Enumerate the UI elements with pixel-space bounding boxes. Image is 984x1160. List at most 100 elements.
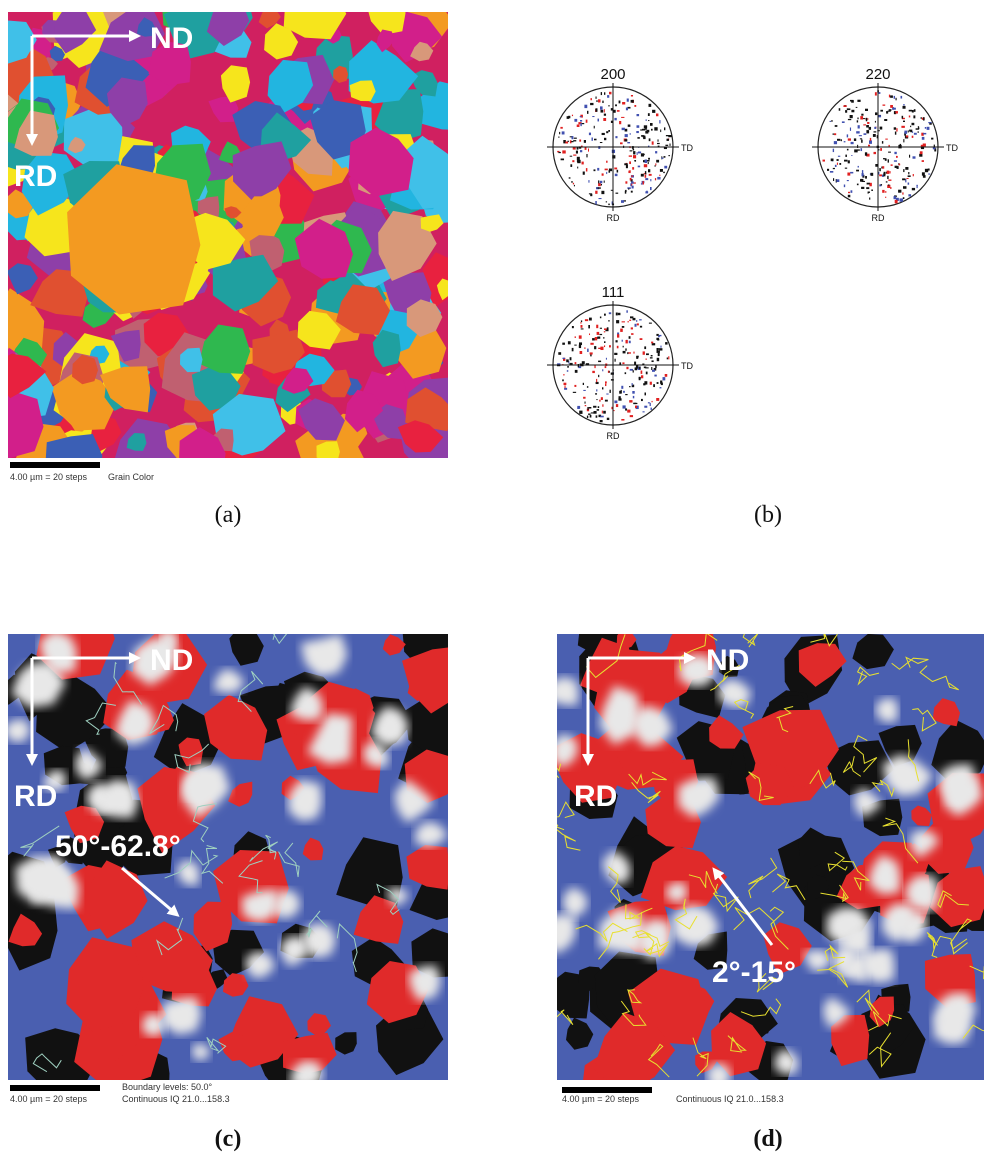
pole-point	[908, 183, 910, 185]
pole-point	[851, 190, 853, 193]
annotation: 2°-15°	[712, 956, 796, 989]
pole-point	[616, 313, 618, 316]
pole-point	[906, 135, 908, 137]
pole-point	[628, 188, 629, 189]
pole-point	[561, 159, 564, 161]
pole-point	[584, 347, 585, 349]
pole-point	[894, 152, 896, 154]
pole-point	[599, 198, 602, 199]
pole-point	[645, 393, 646, 396]
pole-point	[595, 201, 597, 204]
pole-point	[606, 394, 608, 395]
pole-point	[615, 136, 617, 138]
pole-point	[896, 98, 897, 101]
pole-point	[655, 178, 656, 180]
pole-point	[574, 385, 576, 387]
pole-label: TD	[681, 143, 693, 153]
pole-point	[616, 340, 618, 342]
pole-point	[598, 348, 601, 349]
pole-point	[598, 361, 601, 362]
pole-point	[600, 181, 603, 184]
pole-point	[574, 119, 577, 122]
pole-point	[625, 190, 626, 192]
pole-point	[845, 168, 847, 169]
pole-point	[889, 109, 892, 111]
pole-point	[921, 117, 922, 118]
pole-point	[626, 310, 627, 312]
pole-point	[900, 198, 903, 201]
pole-point	[857, 118, 858, 120]
pole-point	[585, 319, 588, 321]
pole-point	[636, 356, 638, 359]
pole-point	[658, 336, 660, 338]
pole-point	[643, 154, 645, 156]
pole-point	[601, 191, 604, 194]
pole-point	[656, 334, 658, 336]
pole-point	[880, 148, 882, 151]
pole-point	[621, 419, 624, 421]
pole-point	[925, 127, 926, 129]
pole-point	[874, 131, 877, 132]
pole-point	[602, 133, 605, 135]
pole-point	[668, 356, 669, 359]
map-text: Continuous IQ 21.0...158.3	[122, 1094, 230, 1104]
pole-point	[631, 100, 634, 103]
pole-point	[863, 118, 866, 119]
pole-point	[632, 391, 634, 394]
pole-point	[623, 351, 626, 354]
pole-point	[570, 357, 572, 360]
pole-point	[830, 121, 832, 122]
pole-point	[575, 370, 578, 373]
pole-point	[857, 120, 858, 122]
pole-point	[835, 125, 838, 127]
pole-point	[563, 374, 565, 375]
pole-point	[890, 95, 893, 97]
pole-point	[865, 152, 867, 155]
pole-point	[603, 411, 606, 414]
pole-point	[657, 358, 659, 361]
pole-point	[600, 420, 603, 422]
pole-point	[833, 178, 834, 181]
pole-point	[874, 152, 877, 154]
pole-point	[889, 95, 890, 98]
pole-point	[600, 317, 601, 319]
pole-point	[610, 390, 611, 393]
direction-label: RD	[574, 780, 617, 813]
pole-point	[641, 135, 644, 137]
pole-point	[570, 136, 572, 137]
pole-point	[596, 399, 597, 400]
pole-point	[895, 111, 898, 113]
pole-point	[867, 122, 869, 124]
pole-point	[594, 366, 595, 369]
pole-point	[581, 325, 583, 328]
pole-point	[633, 352, 634, 354]
pole-point	[859, 135, 862, 136]
pole-point	[873, 134, 876, 137]
pole-point	[631, 176, 633, 177]
pole-point	[638, 152, 641, 154]
pole-point	[625, 408, 627, 410]
pole-point	[913, 156, 916, 158]
pole-point	[660, 169, 663, 172]
pole-point	[605, 384, 606, 386]
pole-point	[633, 318, 636, 320]
pole-point	[646, 372, 648, 375]
pole-point	[597, 168, 599, 171]
pole-point	[923, 144, 926, 147]
pole-point	[621, 390, 622, 393]
pole-point	[643, 181, 644, 184]
pole-point	[854, 138, 856, 141]
pole-point	[584, 105, 587, 108]
pole-point	[626, 165, 628, 168]
pole-point	[560, 127, 562, 129]
pole-point	[590, 103, 593, 105]
pole-point	[619, 101, 621, 104]
pole-point	[918, 131, 919, 133]
pole-point	[914, 109, 916, 112]
pole-point	[575, 336, 576, 338]
pole-point	[888, 184, 889, 185]
pole-point	[627, 321, 629, 322]
pole-point	[847, 180, 849, 181]
pole-point	[567, 370, 568, 372]
pole-point	[923, 117, 924, 120]
